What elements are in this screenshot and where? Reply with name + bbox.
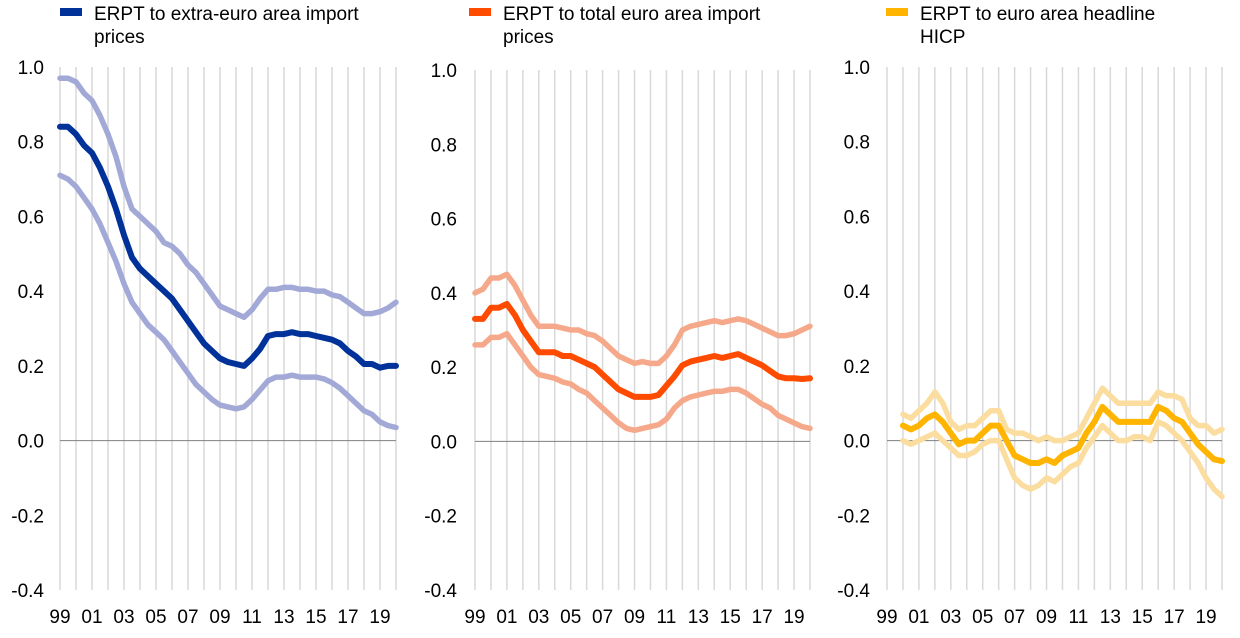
x-tick-label: 13 (688, 607, 709, 628)
y-tick-label: 0.6 (431, 210, 457, 231)
legend-label: HICP (920, 27, 965, 48)
x-tick-label: 19 (369, 607, 390, 628)
x-tick-label: 09 (1036, 607, 1057, 628)
x-tick-label: 13 (1100, 607, 1121, 628)
x-tick-label: 17 (1164, 607, 1185, 628)
x-tick-label: 15 (305, 607, 326, 628)
series-line-lower-bound (57, 172, 399, 431)
chart-panel-extra-euro-import: 1.0 0.8 0.6 0.4 0.2 0.0 -0.2 -0.499 01 03 05 07 09 11… (11, 4, 399, 628)
y-tick-label: 0.6 (844, 207, 870, 228)
y-tick-label: 1.0 (431, 61, 457, 82)
x-tick-label: 01 (496, 607, 517, 628)
series-line-upper-bound (472, 271, 813, 367)
x-tick-label: 05 (145, 607, 166, 628)
legend-label: ERPT to total euro area import (503, 4, 761, 25)
y-tick-label: -0.2 (11, 506, 44, 527)
series-line-lower-bound (472, 330, 813, 434)
series-line-point-estimate (472, 301, 813, 400)
x-tick-label: 19 (783, 607, 804, 628)
x-tick-label: 05 (972, 607, 993, 628)
y-tick-label: 0.0 (18, 432, 44, 453)
y-tick-label: -0.2 (837, 506, 870, 527)
chart-panel-headline-hicp: 1.0 0.8 0.6 0.4 0.2 0.0 -0.2 -0.4 99 01 03 05 07 09 11… (837, 4, 1225, 628)
x-tick-label: 13 (273, 607, 294, 628)
y-tick-label: 0.2 (844, 357, 870, 378)
x-tick-label: 19 (1195, 607, 1216, 628)
legend-label: prices (503, 27, 554, 48)
x-tick-label: 07 (592, 607, 613, 628)
x-tick-label: 11 (657, 607, 677, 628)
x-tick-label: 11 (1069, 607, 1089, 628)
y-tick-label: 0.4 (431, 284, 458, 305)
y-tick-label: 0.0 (844, 432, 870, 453)
y-tick-label: 1.0 (18, 58, 44, 79)
legend-swatch (60, 8, 82, 16)
legend-swatch (886, 8, 908, 16)
legend-label: prices (94, 27, 145, 48)
x-tick-label: 03 (940, 607, 961, 628)
x-tick-label: 01 (81, 607, 102, 628)
y-tick-label: -0.4 (837, 581, 870, 602)
y-tick-label: 0.6 (18, 207, 44, 228)
y-tick-label: 0.4 (844, 282, 871, 303)
legend-label: ERPT to extra-euro area import (94, 4, 359, 25)
y-tick-label: 0.2 (431, 358, 457, 379)
x-tick-label: 03 (113, 607, 134, 628)
y-tick-label: 0.8 (844, 133, 870, 154)
x-tick-label: 11 (242, 607, 262, 628)
x-tick-label: 07 (1004, 607, 1025, 628)
x-tick-label: 03 (528, 607, 549, 628)
x-tick-label: 09 (624, 607, 645, 628)
chart-panel-total-import: 1.0 0.8 0.6 0.4 0.2 0.0 -0.2 -0.4 99 01 03 05 07 09 11… (424, 4, 813, 628)
series-line-point-estimate (900, 403, 1225, 466)
y-tick-label: 0.8 (431, 135, 457, 156)
y-tick-label: -0.4 (11, 581, 44, 602)
x-tick-label: 05 (560, 607, 581, 628)
series-line-upper-bound (57, 75, 399, 321)
y-tick-label: 0.4 (18, 282, 45, 303)
x-tick-label: 07 (177, 607, 198, 628)
y-tick-label: 1.0 (844, 58, 870, 79)
x-tick-label: 17 (337, 607, 358, 628)
legend-swatch (469, 8, 491, 16)
series-line-point-estimate (57, 123, 399, 371)
legend-label: ERPT to euro area headline (920, 4, 1155, 25)
y-tick-label: -0.2 (424, 507, 457, 528)
y-tick-label: 0.0 (431, 432, 457, 453)
y-tick-label: 0.8 (18, 133, 44, 154)
x-tick-label: 99 (464, 607, 485, 628)
x-tick-label: 17 (752, 607, 773, 628)
y-tick-label: -0.4 (424, 581, 457, 602)
x-tick-label: 01 (908, 607, 929, 628)
y-tick-label: 0.2 (18, 357, 44, 378)
x-tick-label: 99 (49, 607, 70, 628)
x-tick-label: 09 (209, 607, 230, 628)
x-tick-label: 99 (876, 607, 897, 628)
series-line-lower-bound (900, 419, 1225, 500)
x-tick-label: 15 (720, 607, 741, 628)
x-tick-label: 15 (1132, 607, 1153, 628)
series-line-upper-bound (900, 385, 1225, 444)
